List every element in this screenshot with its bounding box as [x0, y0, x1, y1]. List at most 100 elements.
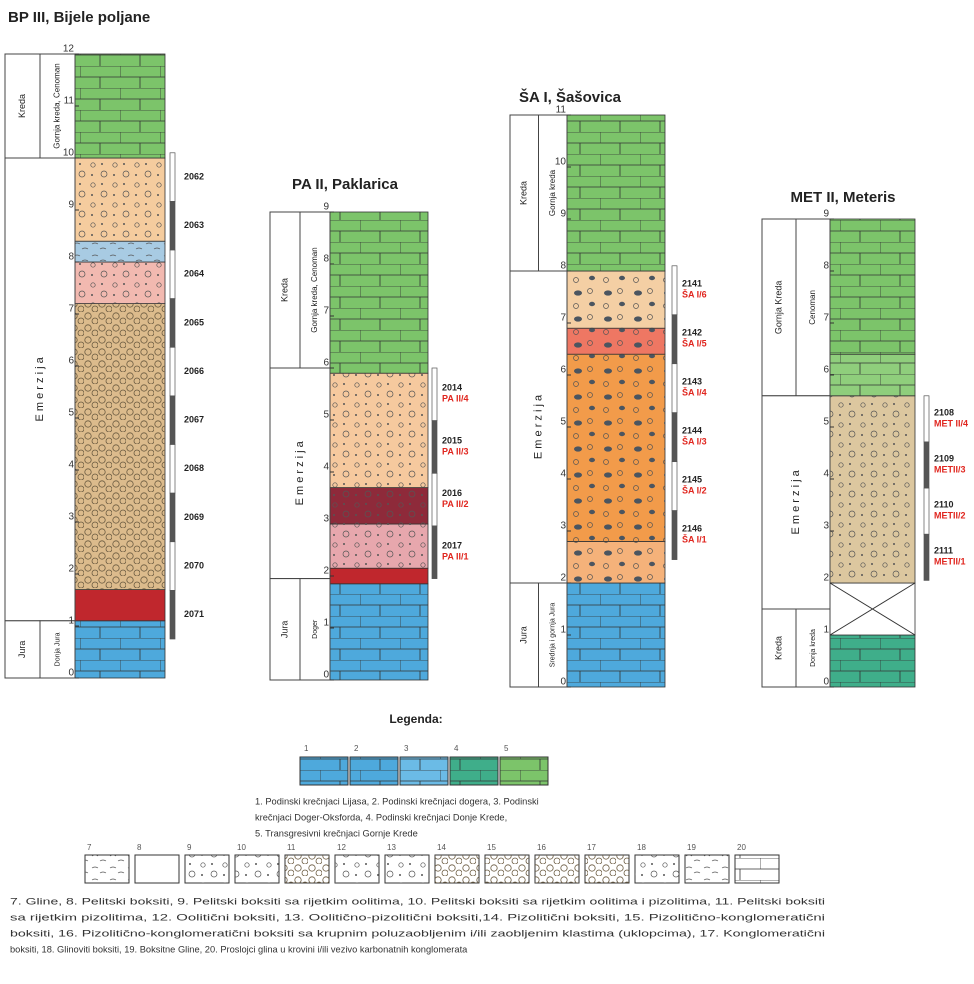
sample-segment [170, 590, 175, 639]
diagram: Legenda: BP III, Bijele poljaneKredaGorn… [0, 0, 974, 984]
sample-code: 2108 [934, 407, 954, 417]
sample-label: ŠA I/4 [682, 387, 707, 398]
scale-label: 0 [560, 677, 566, 688]
scale-label: 11 [556, 105, 567, 116]
sample-code: 2062 [184, 171, 204, 181]
scale-label: 2 [823, 573, 829, 584]
sample-code: 2109 [934, 453, 954, 463]
scale-label: 1 [560, 625, 566, 636]
legend-pattern [450, 757, 498, 785]
scale-label: 10 [63, 148, 75, 159]
scale-label: 8 [323, 254, 329, 265]
rock-pattern [567, 583, 665, 687]
legend-number: 1 [304, 744, 309, 753]
legend-caption: sa rijetkim pizolitima, 12. Oolitični bo… [10, 912, 825, 922]
legend-caption: 5. Transgresivni krečnjaci Gornje Krede [255, 828, 418, 838]
strat-label: Kreda [519, 181, 529, 205]
sample-segment [432, 368, 437, 421]
legend-number: 2 [354, 744, 359, 753]
scale-label: 4 [68, 460, 74, 471]
legend-pattern [435, 855, 479, 883]
legend-number: 5 [504, 744, 509, 753]
scale-label: 4 [823, 469, 829, 480]
scale-label: 6 [560, 365, 566, 376]
sample-label: PA II/2 [442, 499, 469, 509]
scale-label: 7 [68, 304, 74, 315]
legend-caption: 7. Gline, 8. Pelitski boksiti, 9. Pelits… [10, 896, 825, 906]
sample-label: PA II/4 [442, 394, 469, 404]
strat-label: E m e r z i j a [532, 394, 544, 459]
rock-pattern [567, 541, 665, 583]
strat-label: Donja Jura [54, 632, 61, 666]
sample-code: 2015 [442, 435, 462, 445]
scale-label: 1 [68, 616, 74, 627]
strat-label: Srednja i gornja Jura [550, 603, 557, 668]
rock-pattern [330, 212, 428, 373]
legend-caption: boksiti, 18. Glinoviti boksiti, 19. Boks… [10, 944, 468, 954]
legend-pattern [300, 757, 348, 785]
sample-code: 2144 [682, 426, 702, 436]
legend-pattern [385, 855, 429, 883]
sample-segment [432, 421, 437, 474]
strat-label: Jura [279, 621, 289, 639]
sample-segment [170, 299, 175, 348]
legend-number: 9 [187, 843, 192, 852]
sample-segment [924, 396, 929, 442]
strat-label: Cenoman [808, 290, 817, 325]
scale-label: 2 [560, 573, 566, 584]
rock-pattern [75, 262, 165, 304]
rock-pattern [330, 584, 428, 680]
sample-segment [924, 442, 929, 488]
scale-label: 2 [68, 564, 74, 575]
rock-layer [75, 590, 165, 621]
legend-number: 4 [454, 744, 459, 753]
strat-label: Kreda [279, 278, 289, 302]
legend-caption: boksiti, 16. Pizolitično-konglomeratični… [10, 928, 825, 938]
sample-segment [672, 511, 677, 560]
legend-pattern [535, 855, 579, 883]
legend-pattern [585, 855, 629, 883]
column-title: MET II, Meteris [790, 189, 895, 206]
sample-code: 2146 [682, 523, 702, 533]
sample-segment [170, 396, 175, 445]
scale-label: 5 [560, 417, 566, 428]
legend-number: 10 [237, 843, 246, 852]
legend-pattern [285, 855, 329, 883]
rock-pattern [330, 488, 428, 524]
sample-code: 2016 [442, 488, 462, 498]
strat-label: Donja kreda [810, 629, 817, 667]
scale-label: 1 [823, 625, 829, 636]
scale-label: 9 [323, 202, 329, 213]
scale-label: 0 [323, 670, 329, 681]
sample-segment [170, 250, 175, 299]
scale-label: 12 [63, 44, 75, 55]
sample-label: MET II/4 [934, 418, 968, 428]
sample-segment [170, 542, 175, 591]
scale-label: 8 [68, 252, 74, 263]
rock-pattern [75, 158, 165, 241]
legend-number: 18 [637, 843, 646, 852]
strat-label: Gornja kreda, Cenoman [310, 247, 319, 332]
strat-label: Gornja kreda [548, 169, 557, 216]
sample-label: ŠA I/3 [682, 436, 707, 447]
scale-label: 3 [823, 521, 829, 532]
legend-number: 11 [287, 843, 296, 852]
sample-segment [170, 493, 175, 542]
legend-number: 14 [437, 843, 446, 852]
legend-number: 17 [587, 843, 596, 852]
rock-pattern [830, 635, 915, 687]
strat-label: E m e r z i j a [294, 440, 306, 505]
sample-code: 2110 [934, 500, 954, 510]
legend-pattern [335, 855, 379, 883]
sample-code: 2063 [184, 220, 204, 230]
legend-pattern [85, 855, 129, 883]
legend-number: 20 [737, 843, 746, 852]
scale-label: 11 [64, 96, 75, 107]
legend-number: 16 [537, 843, 546, 852]
scale-label: 8 [560, 261, 566, 272]
rock-pattern [567, 115, 665, 271]
scale-label: 10 [555, 157, 567, 168]
sample-code: 2142 [682, 328, 702, 338]
sample-segment [170, 153, 175, 202]
sample-segment [672, 413, 677, 462]
